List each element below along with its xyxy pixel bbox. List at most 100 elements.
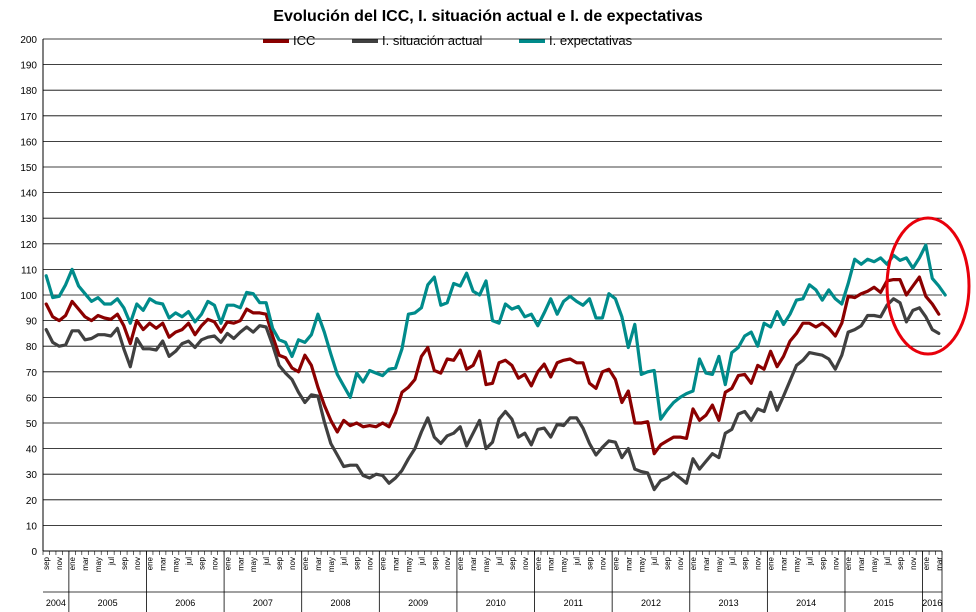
x-month-label: may [715, 557, 724, 572]
y-tick-label: 170 [20, 112, 37, 123]
x-month-label: nov [443, 557, 452, 570]
x-month-label: jul [107, 557, 116, 566]
x-month-label: mar [159, 557, 168, 571]
x-month-label: jul [417, 557, 426, 566]
x-month-label: mar [547, 557, 556, 571]
y-tick-label: 0 [31, 547, 37, 558]
x-year-label: 2016 [922, 598, 942, 608]
x-month-label: sep [353, 556, 362, 569]
x-year-label: 2014 [796, 598, 816, 608]
legend-item-situacion-actual: I. situación actual [352, 33, 482, 48]
x-month-label: sep [663, 556, 672, 569]
x-month-label: mar [780, 557, 789, 571]
x-month-label: nov [754, 557, 763, 570]
highlight-ellipse [885, 216, 971, 356]
x-month-label: may [327, 557, 336, 572]
x-month-label: jul [650, 557, 659, 566]
x-month-label: ene [456, 556, 465, 570]
y-tick-label: 130 [20, 214, 37, 225]
x-month-label: may [482, 557, 491, 572]
x-month-label: jul [883, 557, 892, 566]
y-tick-label: 90 [26, 317, 38, 328]
x-month-label: nov [133, 557, 142, 570]
x-month-label: ene [379, 556, 388, 570]
x-month-label: may [94, 557, 103, 572]
x-month-label: may [404, 557, 413, 572]
x-month-label: mar [314, 557, 323, 571]
x-month-label: nov [909, 557, 918, 570]
x-month-label: ene [146, 556, 155, 570]
chart-title: Evolución del ICC, I. situación actual e… [273, 8, 703, 25]
chart-legend: ICC I. situación actual I. expectativas [0, 33, 976, 51]
legend-label-situacion-actual: I. situación actual [382, 33, 483, 48]
x-month-label: ene [767, 556, 776, 570]
x-month-label: sep [508, 556, 517, 569]
x-month-label: ene [922, 556, 931, 570]
x-month-label: mar [81, 557, 90, 571]
x-month-label: mar [857, 557, 866, 571]
series-line-expectativas [44, 243, 947, 421]
legend-swatch-expectativas [519, 38, 545, 43]
x-year-label: 2007 [253, 598, 273, 608]
x-month-label: ene [301, 556, 310, 570]
x-month-label: may [560, 557, 569, 572]
x-month-label: jul [805, 557, 814, 566]
series-line-icc [44, 275, 941, 456]
x-month-label: mar [469, 557, 478, 571]
legend-label-expectativas: I. expectativas [549, 33, 633, 48]
x-year-label: 2010 [486, 598, 506, 608]
x-month-label: mar [624, 557, 633, 571]
y-tick-label: 180 [20, 86, 37, 97]
x-month-label: sep [818, 556, 827, 569]
x-month-label: sep [896, 556, 905, 569]
x-year-label: 2012 [641, 598, 661, 608]
legend-label-icc: ICC [293, 33, 316, 48]
y-tick-label: 110 [21, 265, 37, 276]
x-year-label: 2006 [175, 598, 195, 608]
x-year-label: 2015 [874, 598, 894, 608]
x-month-label: ene [534, 556, 543, 570]
legend-swatch-icc [263, 38, 289, 43]
x-month-label: sep [741, 556, 750, 569]
x-month-label: mar [391, 557, 400, 571]
x-month-label: ene [611, 556, 620, 570]
x-month-label: sep [586, 556, 595, 569]
y-tick-label: 190 [20, 61, 37, 72]
legend-swatch-situacion-actual [352, 38, 378, 43]
x-month-label: sep [430, 556, 439, 569]
x-month-label: nov [831, 557, 840, 570]
x-year-label: 2013 [719, 598, 739, 608]
series-line-situacion-actual [44, 297, 941, 492]
y-tick-label: 40 [26, 445, 38, 456]
y-tick-label: 160 [20, 137, 37, 148]
x-month-label: jul [262, 557, 271, 566]
y-tick-label: 140 [20, 189, 37, 200]
x-month-label: may [637, 557, 646, 572]
x-month-label: jul [185, 557, 194, 566]
x-year-label: 2011 [564, 598, 583, 608]
x-month-label: jul [728, 557, 737, 566]
x-month-label: sep [197, 556, 206, 569]
x-month-label: jul [573, 557, 582, 566]
x-month-label: sep [275, 556, 284, 569]
x-month-label: jul [495, 557, 504, 566]
x-month-label: nov [366, 557, 375, 570]
x-month-label: nov [288, 557, 297, 570]
y-tick-label: 30 [26, 470, 38, 481]
x-month-label: nov [598, 557, 607, 570]
x-month-label: nov [210, 557, 219, 570]
x-month-label: mar [935, 557, 944, 571]
x-month-label: ene [223, 556, 232, 570]
x-month-label: sep [42, 556, 51, 569]
y-tick-label: 50 [26, 419, 38, 430]
x-month-label: nov [521, 557, 530, 570]
x-month-label: may [172, 557, 181, 572]
x-month-label: may [249, 557, 258, 572]
x-month-label: ene [68, 556, 77, 570]
x-month-label: jul [340, 557, 349, 566]
x-month-label: mar [702, 557, 711, 571]
x-year-label: 2005 [98, 598, 118, 608]
y-tick-label: 10 [26, 521, 38, 532]
y-tick-label: 100 [20, 291, 37, 302]
